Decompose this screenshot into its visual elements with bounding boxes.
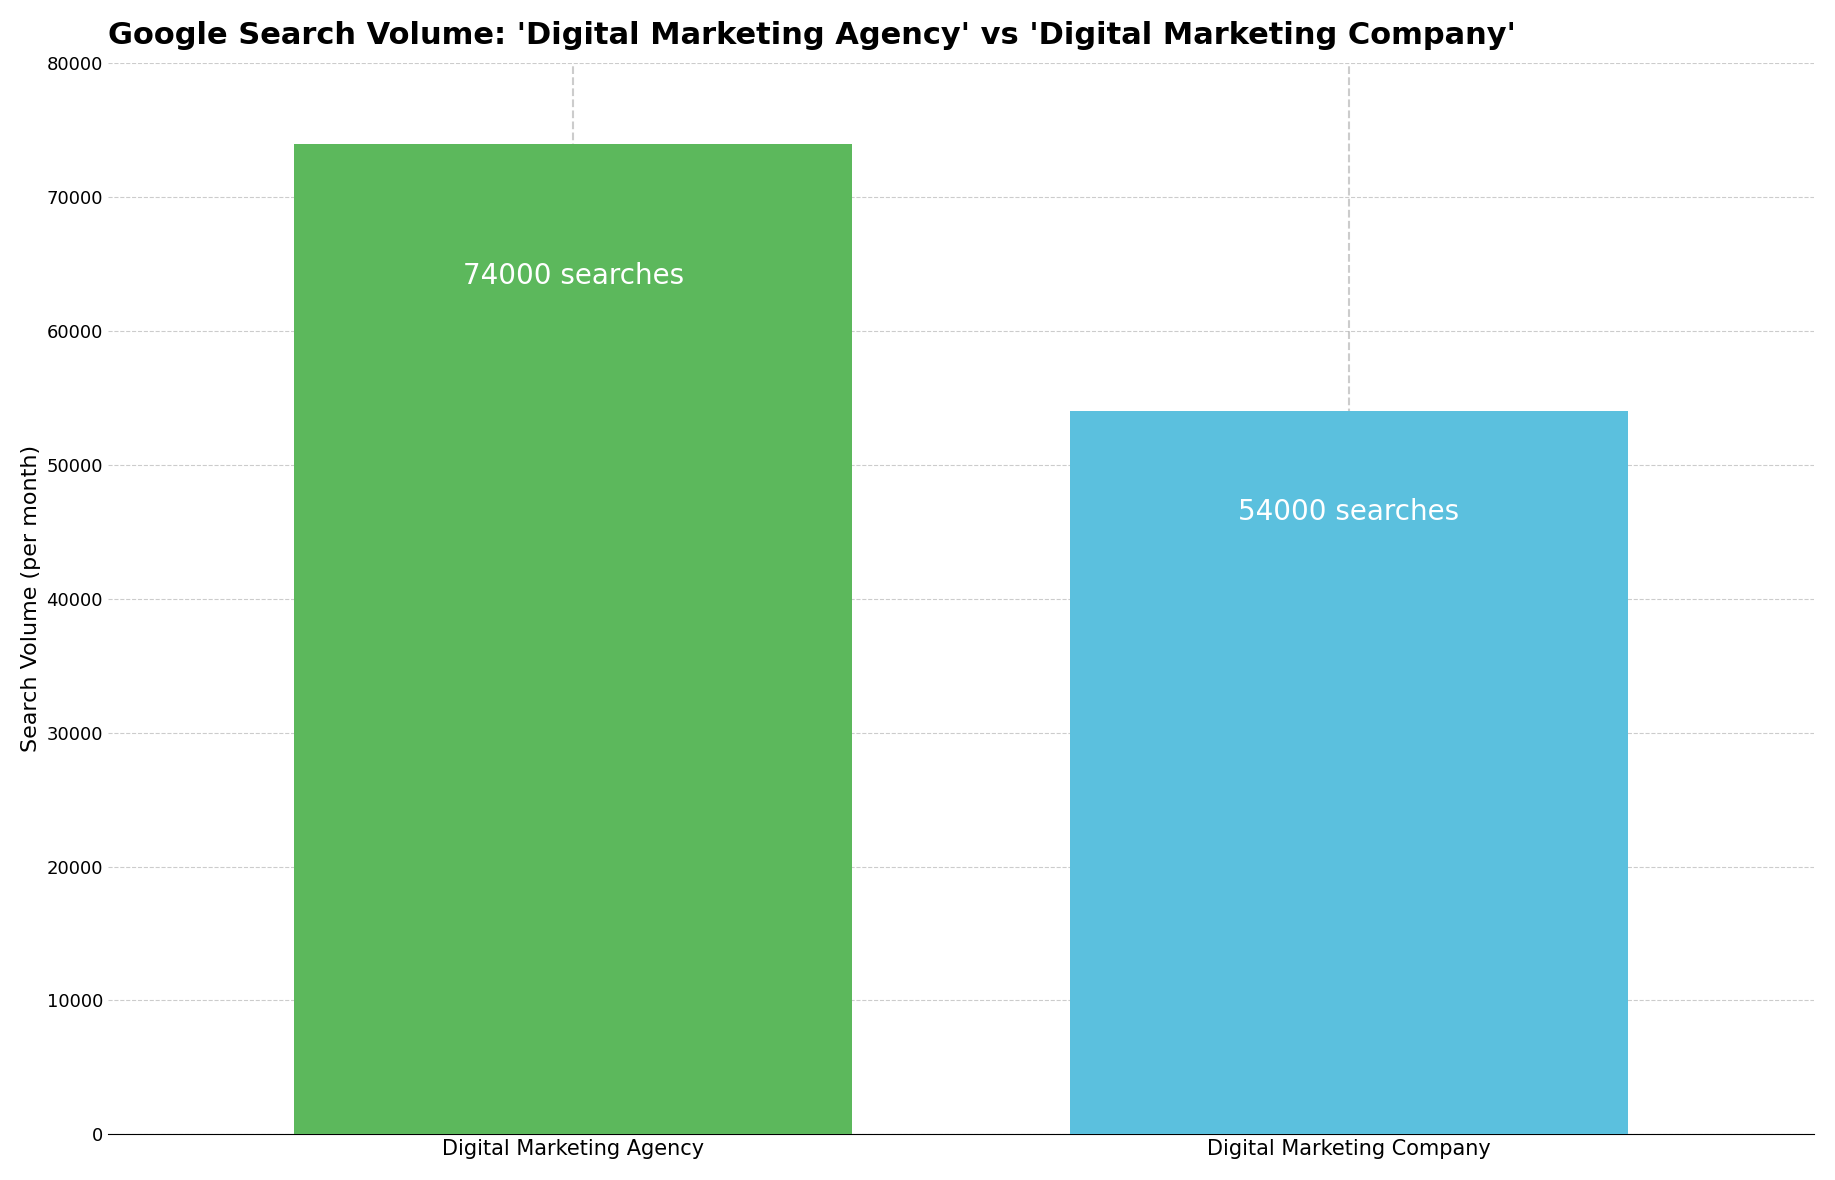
- Bar: [1070, 412, 1628, 1134]
- Text: Google Search Volume: 'Digital Marketing Agency' vs 'Digital Marketing Company': Google Search Volume: 'Digital Marketing…: [108, 21, 1516, 50]
- Text: 54000 searches: 54000 searches: [1239, 498, 1459, 526]
- Y-axis label: Search Volume (per month): Search Volume (per month): [20, 445, 40, 753]
- Bar: [294, 144, 853, 1134]
- Text: 74000 searches: 74000 searches: [462, 262, 684, 290]
